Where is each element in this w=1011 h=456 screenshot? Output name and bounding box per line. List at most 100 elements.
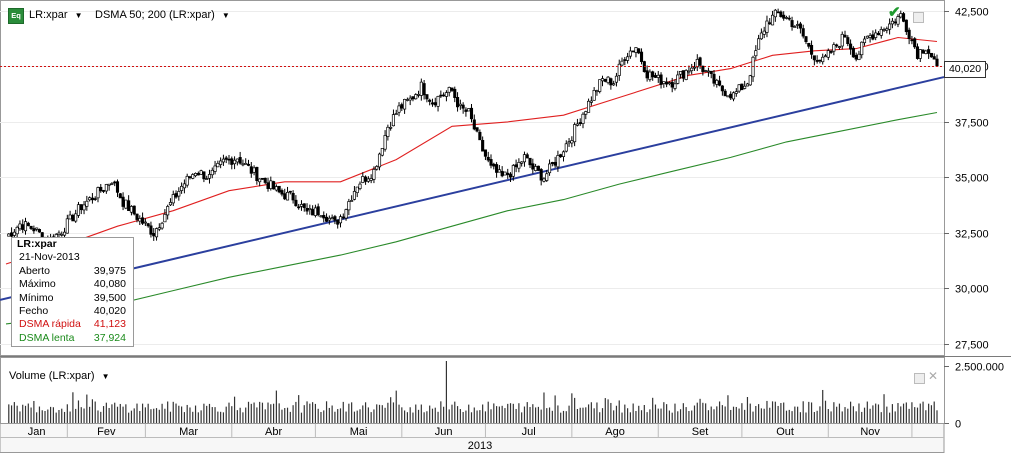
volume-selector[interactable]: Volume (LR:xpar) ▼ [9,370,110,382]
chevron-down-icon: ▼ [221,11,230,20]
candle-body [684,70,688,80]
chevron-down-icon: ▼ [101,372,110,381]
candle-body [508,173,513,178]
symbol-selector[interactable]: LR:xpar ▼ [29,9,83,21]
candle-body [230,158,234,165]
candle-body [272,181,276,190]
candle-body [422,83,426,96]
candle-body [567,141,571,144]
candle-body [308,208,312,210]
indicator-label: DSMA 50; 200 (LR:xpar) [95,9,215,21]
candle-body [461,104,465,109]
candle-body [862,38,867,44]
candle-body [614,75,618,83]
candle-body [297,206,301,209]
candle-body [174,193,178,198]
candle-body [62,231,67,236]
candle-body [489,159,493,166]
candle-body [486,156,490,161]
candle-body [196,173,200,176]
candle-body [907,29,911,39]
candle-body [361,176,365,183]
candle-body [132,205,136,215]
month-label: Out [776,426,794,438]
candle-body [227,158,231,161]
candle-body [160,222,164,229]
candle-body [874,32,878,38]
candle-body [648,71,652,80]
candle-body [818,59,822,62]
candle-body [879,29,883,36]
candle-body [447,87,451,93]
candle-body [826,50,830,58]
candle-body [244,162,248,165]
candle-body [416,94,421,96]
candle-body [238,157,242,164]
candle-body [366,178,370,182]
candle-body [667,82,671,85]
candle-body [85,200,89,207]
tooltip-row: Fecho 40,020 [12,305,133,318]
candle-body [207,174,212,179]
candle-body [765,20,769,33]
maximize-pane-icon[interactable] [913,12,924,23]
tooltip-row-value: 41,123 [93,318,126,331]
candle-body [216,162,220,168]
candle-body [868,35,872,38]
candle-body [467,108,471,112]
candle-body [10,232,14,237]
close-volume-icon[interactable]: ✕ [928,369,939,383]
candle-body [787,17,791,20]
candle-body [662,81,666,84]
candle-body [121,196,125,207]
candle-body [171,194,175,204]
candle-body [890,20,894,25]
candle-body [807,42,811,47]
candle-body [784,17,789,19]
candle-body [893,21,897,24]
candle-body [837,46,841,48]
candle-body [60,233,64,236]
volume-pane [0,357,945,424]
candle-body [483,149,487,157]
candle-body [525,154,529,159]
maximize-volume-icon[interactable] [914,373,925,384]
candle-body [453,88,457,98]
candle-body [113,181,117,184]
candle-body [762,30,766,35]
candle-body [149,225,153,235]
checkmark-icon[interactable]: ✔ [888,4,901,21]
candle-body [575,123,579,126]
candle-body [338,216,343,224]
tooltip-row-value: 39,975 [93,264,126,277]
candle-body [481,139,485,152]
candle-body [294,199,298,207]
candle-body [740,83,744,91]
candle-body [76,204,81,216]
candle-body [718,80,722,86]
tooltip-row-value: 39,500 [93,291,126,304]
indicator-selector[interactable]: DSMA 50; 200 (LR:xpar) ▼ [95,9,230,21]
candle-body [723,90,727,97]
candle-body [405,99,409,101]
candle-body [798,23,802,29]
candle-body [690,67,694,72]
candle-body [536,165,540,171]
candle-body [706,70,710,73]
candle-body [542,178,546,182]
candle-body [269,180,273,189]
candle-body [506,172,510,176]
candle-body [759,32,763,40]
candle-body [757,38,761,50]
candle-body [692,66,697,69]
month-label: Jan [28,426,46,438]
month-label: Nov [860,426,880,438]
candle-body [804,36,808,43]
candle-body [389,126,393,129]
candle-body [857,53,861,60]
candle-body [444,92,448,97]
candle-body [545,173,549,181]
candle-body [600,78,605,82]
candle-body [408,97,412,101]
